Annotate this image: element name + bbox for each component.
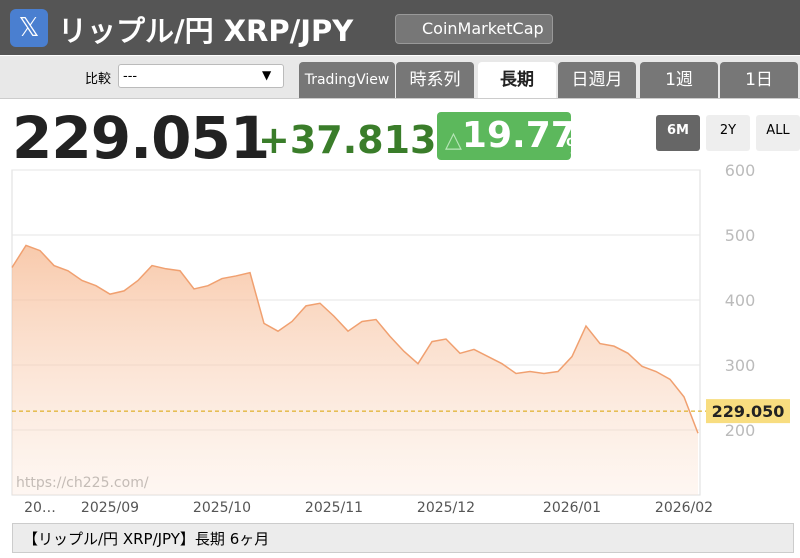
change-pct: 19.77 (461, 115, 576, 156)
y-tick-label: 200 (725, 421, 756, 440)
tab[interactable]: 日週月 (558, 62, 636, 98)
x-tick-label: 2025/09 (81, 500, 139, 516)
x-tick-label: 2025/11 (305, 500, 363, 516)
pct-sign: % (566, 134, 587, 158)
tab[interactable]: 1日 (720, 62, 798, 98)
range-button[interactable]: 6M (656, 115, 700, 151)
tab[interactable]: TradingView (299, 62, 395, 98)
tab[interactable]: 1週 (640, 62, 718, 98)
x-tick-label: 2025/12 (417, 500, 475, 516)
compare-label: 比較 (85, 72, 112, 87)
change: +37.813 (258, 118, 437, 162)
tab[interactable]: 長期 (478, 62, 556, 98)
price: 229.051 (12, 104, 270, 172)
select-arrow: ▼ (262, 68, 272, 82)
chart: 200 300 400 500 600 20… 2025/09 2025/10 2025/11 2… (11, 161, 790, 516)
y-tick-label: 600 (725, 161, 756, 180)
range-button[interactable]: ALL (756, 115, 800, 151)
reference-label-box (706, 399, 790, 424)
line (11, 244, 699, 434)
x-tick-label: 20… (24, 500, 56, 516)
compare-select[interactable]: --- (118, 64, 284, 88)
reference-label: 229.050 (712, 402, 785, 421)
x-tick-label: 2026/02 (655, 500, 713, 516)
y-tick-label: 300 (725, 356, 756, 375)
y-tick-label: 400 (725, 291, 756, 310)
y-tick-label: 500 (725, 226, 756, 245)
area-fill (12, 245, 698, 495)
change-badge: △19.77 (437, 112, 576, 160)
x-tick-label: 2026/01 (543, 500, 601, 516)
source-button[interactable]: CoinMarketCap (395, 14, 553, 44)
caption: 【リップル/円 XRP/JPY】長期 6ヶ月 (12, 523, 794, 553)
x-tick-label: 2025/10 (193, 500, 251, 516)
x-share-icon[interactable]: 𝕏 (10, 9, 48, 47)
tab[interactable]: 時系列 (396, 62, 474, 98)
range-button[interactable]: 2Y (706, 115, 750, 151)
up-arrow: △ (445, 128, 462, 153)
title: リップル/円 XRP/JPY (58, 14, 354, 48)
